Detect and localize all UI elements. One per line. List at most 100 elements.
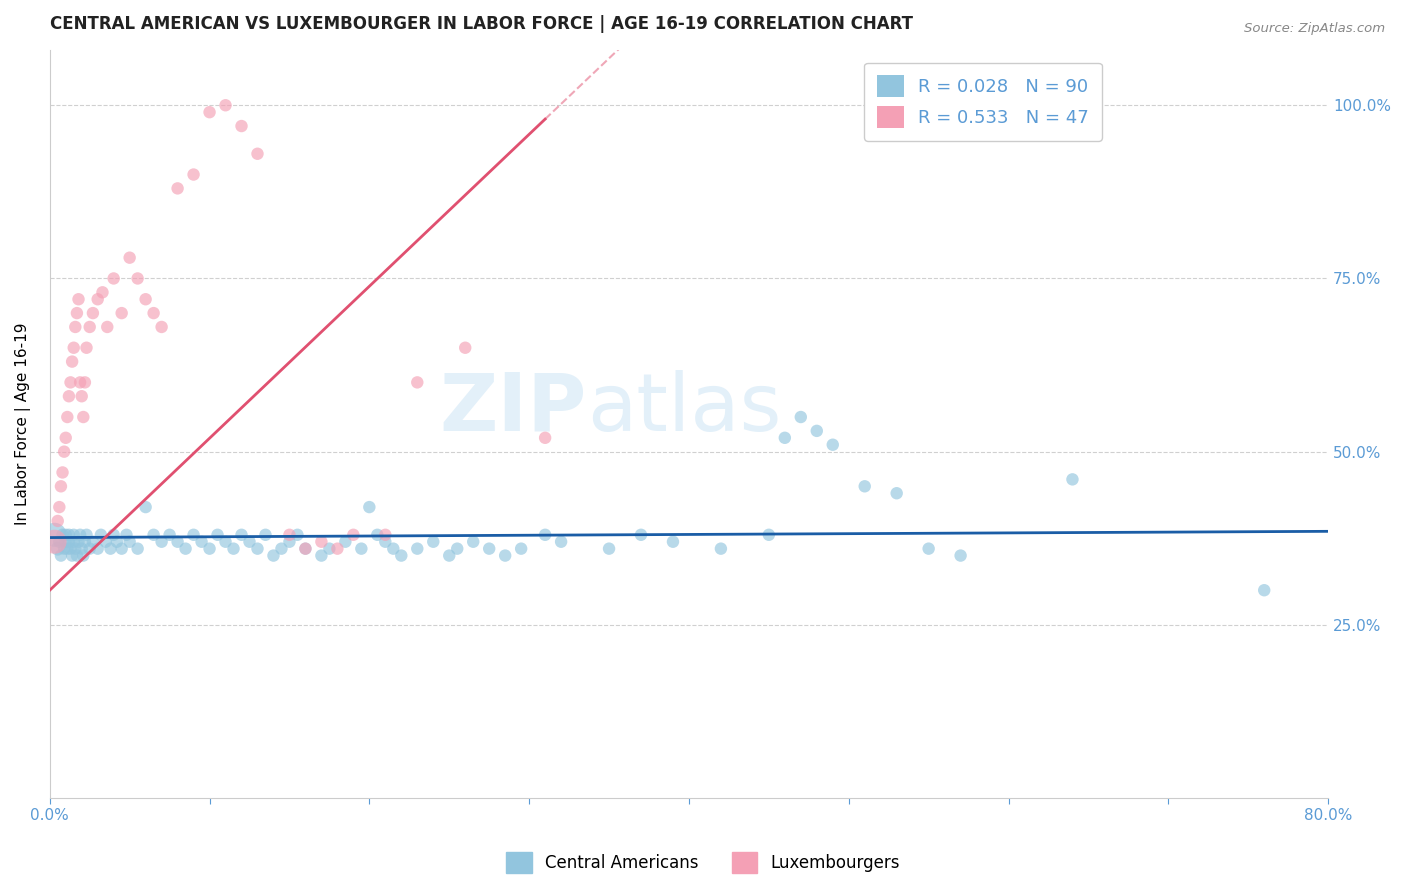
Point: [1253, 583, 1275, 598]
Point: [127, 541, 149, 556]
Point: [374, 528, 396, 542]
Point: [76, 528, 98, 542]
Point: [150, 534, 173, 549]
Point: [183, 528, 205, 542]
Point: [534, 431, 557, 445]
Point: [118, 534, 141, 549]
Point: [294, 541, 316, 556]
Point: [598, 541, 620, 556]
Point: [311, 534, 333, 549]
Legend: Central Americans, Luxembourgers: Central Americans, Luxembourgers: [501, 846, 905, 880]
Point: [49, 479, 72, 493]
Point: [72, 549, 94, 563]
Text: atlas: atlas: [586, 370, 782, 448]
Point: [278, 528, 301, 542]
Point: [478, 541, 501, 556]
Point: [58, 528, 80, 542]
Point: [790, 410, 813, 425]
Point: [550, 534, 572, 549]
Point: [238, 534, 260, 549]
Point: [382, 541, 405, 556]
Point: [103, 528, 125, 542]
Point: [94, 534, 117, 549]
Point: [1062, 472, 1084, 486]
Point: [70, 541, 93, 556]
Point: [65, 320, 87, 334]
Point: [159, 528, 181, 542]
Point: [79, 320, 101, 334]
Point: [198, 541, 221, 556]
Point: [439, 549, 461, 563]
Point: [69, 528, 91, 542]
Point: [73, 534, 96, 549]
Point: [46, 514, 69, 528]
Point: [111, 306, 134, 320]
Point: [406, 376, 429, 390]
Point: [318, 541, 340, 556]
Point: [73, 376, 96, 390]
Point: [214, 98, 236, 112]
Legend: R = 0.028   N = 90, R = 0.533   N = 47: R = 0.028 N = 90, R = 0.533 N = 47: [865, 62, 1102, 141]
Point: [534, 528, 557, 542]
Point: [53, 444, 76, 458]
Point: [389, 549, 412, 563]
Point: [56, 541, 79, 556]
Point: [190, 534, 212, 549]
Point: [48, 534, 70, 549]
Point: [254, 528, 277, 542]
Point: [103, 271, 125, 285]
Point: [806, 424, 828, 438]
Point: [359, 500, 381, 514]
Point: [166, 534, 188, 549]
Point: [86, 541, 108, 556]
Point: [406, 541, 429, 556]
Point: [90, 528, 112, 542]
Point: [207, 528, 229, 542]
Text: Source: ZipAtlas.com: Source: ZipAtlas.com: [1244, 22, 1385, 36]
Point: [710, 541, 733, 556]
Point: [198, 105, 221, 120]
Point: [630, 528, 652, 542]
Point: [62, 534, 84, 549]
Point: [183, 168, 205, 182]
Point: [66, 306, 89, 320]
Point: [60, 354, 83, 368]
Point: [263, 549, 285, 563]
Point: [335, 534, 357, 549]
Point: [69, 376, 91, 390]
Point: [76, 341, 98, 355]
Point: [773, 431, 796, 445]
Point: [422, 534, 444, 549]
Point: [55, 528, 77, 542]
Point: [82, 534, 104, 549]
Point: [67, 292, 90, 306]
Y-axis label: In Labor Force | Age 16-19: In Labor Force | Age 16-19: [15, 323, 31, 525]
Point: [142, 528, 165, 542]
Point: [58, 389, 80, 403]
Point: [86, 292, 108, 306]
Point: [44, 534, 66, 549]
Point: [142, 306, 165, 320]
Point: [91, 285, 114, 300]
Point: [150, 320, 173, 334]
Point: [278, 534, 301, 549]
Point: [287, 528, 309, 542]
Point: [446, 541, 468, 556]
Point: [67, 534, 90, 549]
Text: ZIP: ZIP: [440, 370, 586, 448]
Point: [62, 341, 84, 355]
Point: [246, 541, 269, 556]
Point: [53, 541, 76, 556]
Point: [231, 119, 253, 133]
Point: [374, 534, 396, 549]
Point: [662, 534, 685, 549]
Point: [115, 528, 138, 542]
Point: [311, 549, 333, 563]
Point: [246, 146, 269, 161]
Point: [58, 534, 80, 549]
Point: [55, 534, 77, 549]
Point: [214, 534, 236, 549]
Point: [51, 528, 73, 542]
Point: [463, 534, 485, 549]
Point: [270, 541, 292, 556]
